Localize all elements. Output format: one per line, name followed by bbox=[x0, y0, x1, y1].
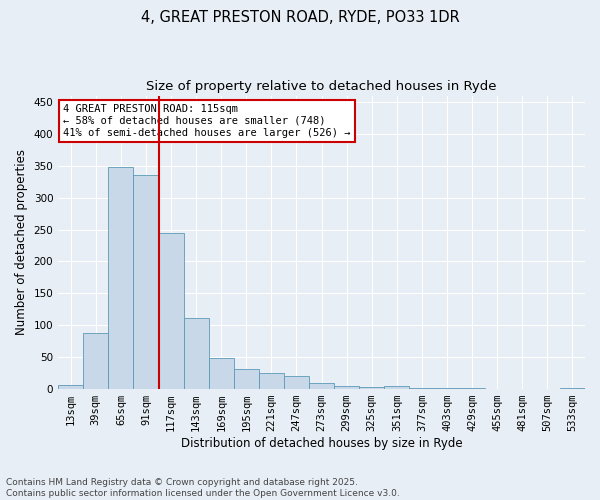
Y-axis label: Number of detached properties: Number of detached properties bbox=[15, 150, 28, 336]
Bar bbox=[83, 333, 109, 389]
Bar bbox=[109, 167, 133, 389]
Bar bbox=[460, 388, 485, 389]
Bar bbox=[385, 386, 409, 389]
Bar bbox=[133, 176, 158, 389]
X-axis label: Distribution of detached houses by size in Ryde: Distribution of detached houses by size … bbox=[181, 437, 463, 450]
Bar bbox=[560, 388, 585, 389]
Bar bbox=[184, 318, 209, 389]
Bar bbox=[409, 388, 434, 389]
Bar bbox=[259, 373, 284, 389]
Bar bbox=[334, 386, 359, 389]
Bar bbox=[58, 386, 83, 389]
Bar bbox=[284, 376, 309, 389]
Text: 4, GREAT PRESTON ROAD, RYDE, PO33 1DR: 4, GREAT PRESTON ROAD, RYDE, PO33 1DR bbox=[140, 10, 460, 25]
Bar bbox=[359, 387, 385, 389]
Bar bbox=[309, 382, 334, 389]
Bar bbox=[234, 368, 259, 389]
Bar bbox=[158, 232, 184, 389]
Bar bbox=[209, 358, 234, 389]
Bar bbox=[434, 388, 460, 389]
Text: Contains HM Land Registry data © Crown copyright and database right 2025.
Contai: Contains HM Land Registry data © Crown c… bbox=[6, 478, 400, 498]
Title: Size of property relative to detached houses in Ryde: Size of property relative to detached ho… bbox=[146, 80, 497, 93]
Text: 4 GREAT PRESTON ROAD: 115sqm
← 58% of detached houses are smaller (748)
41% of s: 4 GREAT PRESTON ROAD: 115sqm ← 58% of de… bbox=[64, 104, 351, 138]
